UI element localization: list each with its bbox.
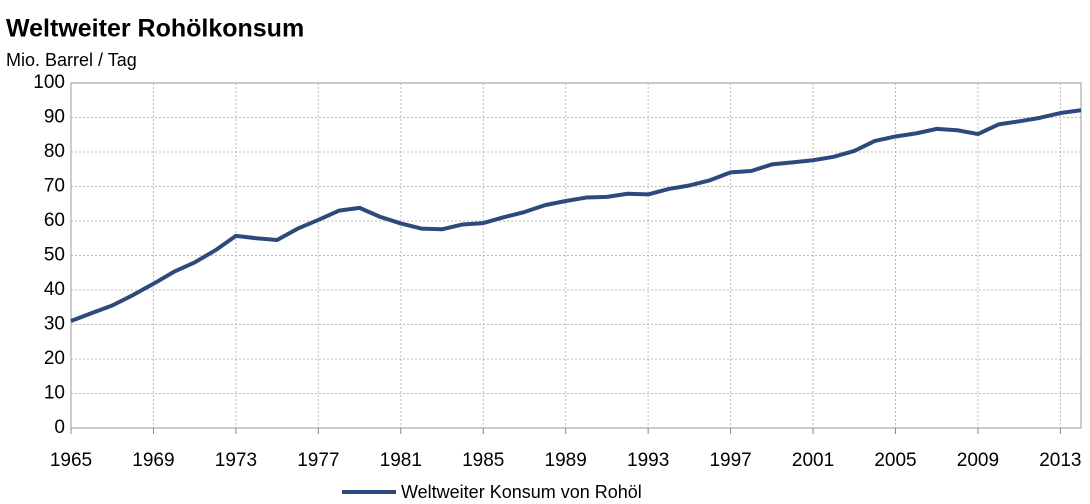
- x-tick-label: 1965: [50, 450, 92, 471]
- y-tick-label: 40: [44, 279, 65, 300]
- x-tick-label: 2005: [874, 450, 916, 471]
- x-tick-label: 1989: [545, 450, 587, 471]
- x-tick-label: 1985: [462, 450, 504, 471]
- y-tick-label: 10: [44, 383, 65, 404]
- plot-frame: [70, 82, 1082, 429]
- y-tick-label: 90: [44, 107, 65, 128]
- y-tick-label: 60: [44, 210, 65, 231]
- x-tick-label: 1993: [627, 450, 669, 471]
- x-tick-label: 1977: [297, 450, 339, 471]
- x-tick-label: 2013: [1039, 450, 1081, 471]
- y-tick-label: 30: [44, 314, 65, 335]
- x-tick-label: 1997: [709, 450, 751, 471]
- y-tick-label: 0: [54, 417, 65, 438]
- x-tick-label: 1981: [380, 450, 422, 471]
- y-tick-label: 100: [33, 72, 65, 93]
- y-tick-label: 20: [44, 348, 65, 369]
- x-tick-label: 1969: [132, 450, 174, 471]
- y-tick-label: 50: [44, 245, 65, 266]
- y-tick-label: 80: [44, 141, 65, 162]
- legend-label: Weltweiter Konsum von Rohöl: [401, 482, 642, 502]
- chart-title: Weltweiter Rohölkonsum: [6, 15, 304, 43]
- y-tick-label: 70: [44, 176, 65, 197]
- x-tick-label: 2001: [792, 450, 834, 471]
- y-axis-label: Mio. Barrel / Tag: [6, 50, 137, 70]
- data-line: [70, 108, 1082, 323]
- x-tick-label: 2009: [957, 450, 999, 471]
- x-tick-label: 1973: [215, 450, 257, 471]
